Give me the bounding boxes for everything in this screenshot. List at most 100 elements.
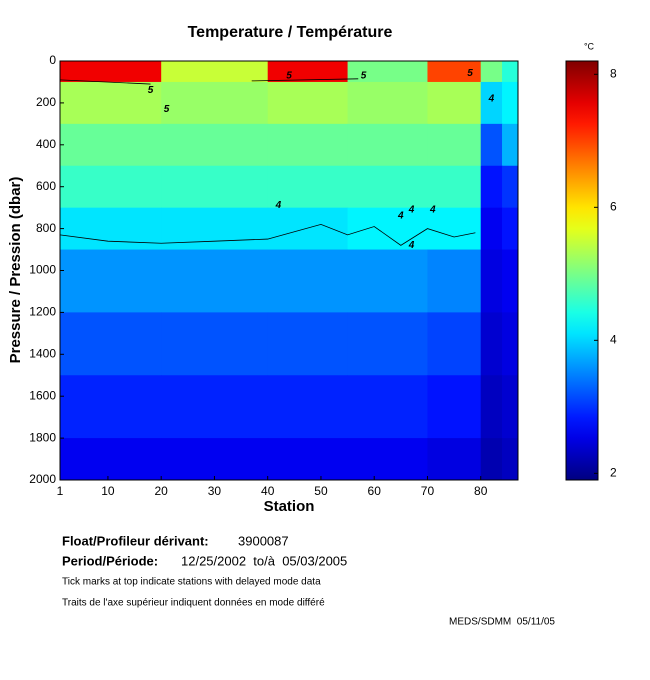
x-tick-label: 20 [155,484,169,498]
y-tick-label: 0 [49,53,56,67]
heat-cell [347,61,428,83]
x-tick-label: 30 [208,484,222,498]
heat-cell [502,249,519,313]
chart-title: Temperature / Température [188,24,393,41]
heat-cell [60,165,162,209]
heat-cell [161,312,269,376]
heat-cell [480,61,503,83]
heat-cell [427,61,482,83]
heat-cell [161,249,269,313]
colorbar-tick-label: 8 [610,66,617,80]
heat-cell [161,61,269,83]
contour-label: 5 [286,70,292,81]
heat-cell [347,81,428,125]
heat-cell [161,438,269,481]
heat-cell [427,249,482,313]
y-tick-label: 600 [36,179,56,193]
y-tick-label: 1400 [29,346,56,360]
heat-cell [502,123,519,167]
heat-cell [502,165,519,209]
credit: MEDS/SDMM 05/11/05 [449,617,555,628]
contour-line [59,78,359,85]
heat-cell [267,375,349,439]
heat-cell [427,207,482,251]
heat-cell [502,375,519,439]
x-tick-label: 50 [314,484,328,498]
heat-cell [267,81,349,125]
contour-label: 5 [164,104,170,115]
colorbar-label: °C [584,41,595,51]
heat-cell [480,123,503,167]
heat-cell [427,123,482,167]
heat-cell [480,312,503,376]
y-axis-label: Pressure / Pression (dbar) [7,177,24,364]
heat-cell [161,375,269,439]
colorbar-tick-label: 2 [610,466,617,480]
float-label: Float/Profileur dérivant: [62,533,209,548]
heat-cell [267,438,349,481]
heat-cell [427,375,482,439]
colorbar-tick-label: 6 [610,199,617,213]
heat-cell [480,438,503,481]
y-tick-label: 2000 [29,472,56,486]
x-tick-label: 70 [421,484,435,498]
heat-cell [60,207,162,251]
heat-cell [161,123,269,167]
heat-cell [347,207,428,251]
heat-cell [347,438,428,481]
heat-cell [480,249,503,313]
heat-cell [427,165,482,209]
heat-cell [480,207,503,251]
heat-cell [60,81,162,125]
heat-cell [502,438,519,481]
contour-label: 5 [467,68,473,79]
float-id: 3900087 [238,533,289,548]
heat-cell [60,312,162,376]
contour-label: 4 [488,93,495,104]
y-tick-label: 400 [36,137,56,151]
contour-label: 4 [429,204,436,215]
heat-cell [502,61,519,83]
x-tick-label: 1 [57,484,64,498]
contour-label: 4 [408,204,415,215]
heat-cell [347,375,428,439]
heat-cell [502,312,519,376]
heat-cell [161,165,269,209]
contour-label: 4 [275,200,282,211]
heat-cell [60,375,162,439]
heat-cell [480,375,503,439]
heat-cell [161,207,269,251]
y-tick-label: 800 [36,221,56,235]
heat-cell [347,249,428,313]
colorbar [565,60,599,481]
x-tick-label: 10 [101,484,115,498]
contour-label: 5 [361,70,367,81]
heat-cell [267,165,349,209]
x-tick-label: 60 [368,484,382,498]
period: 12/25/2002 to/à 05/03/2005 [181,553,347,568]
y-tick-label: 1600 [29,388,56,402]
heat-cell [60,438,162,481]
heat-cell [60,61,162,83]
y-tick-label: 1800 [29,430,56,444]
note-en: Tick marks at top indicate stations with… [62,577,321,588]
heat-cell [480,165,503,209]
heat-cell [502,81,519,125]
contour-label: 5 [148,85,154,96]
y-tick-label: 1000 [29,263,56,277]
heat-cell [347,312,428,376]
x-tick-label: 40 [261,484,275,498]
heat-cell [267,123,349,167]
heat-cell [267,312,349,376]
contour-line [59,223,476,246]
x-tick-label: 80 [474,484,488,498]
period-label: Period/Période: [62,553,158,568]
heat-cell [427,81,482,125]
heat-cell [347,165,428,209]
heat-cell [267,61,349,83]
contour-label: 4 [397,211,404,222]
heat-cell [347,123,428,167]
heat-cell [427,438,482,481]
heat-cell [267,249,349,313]
